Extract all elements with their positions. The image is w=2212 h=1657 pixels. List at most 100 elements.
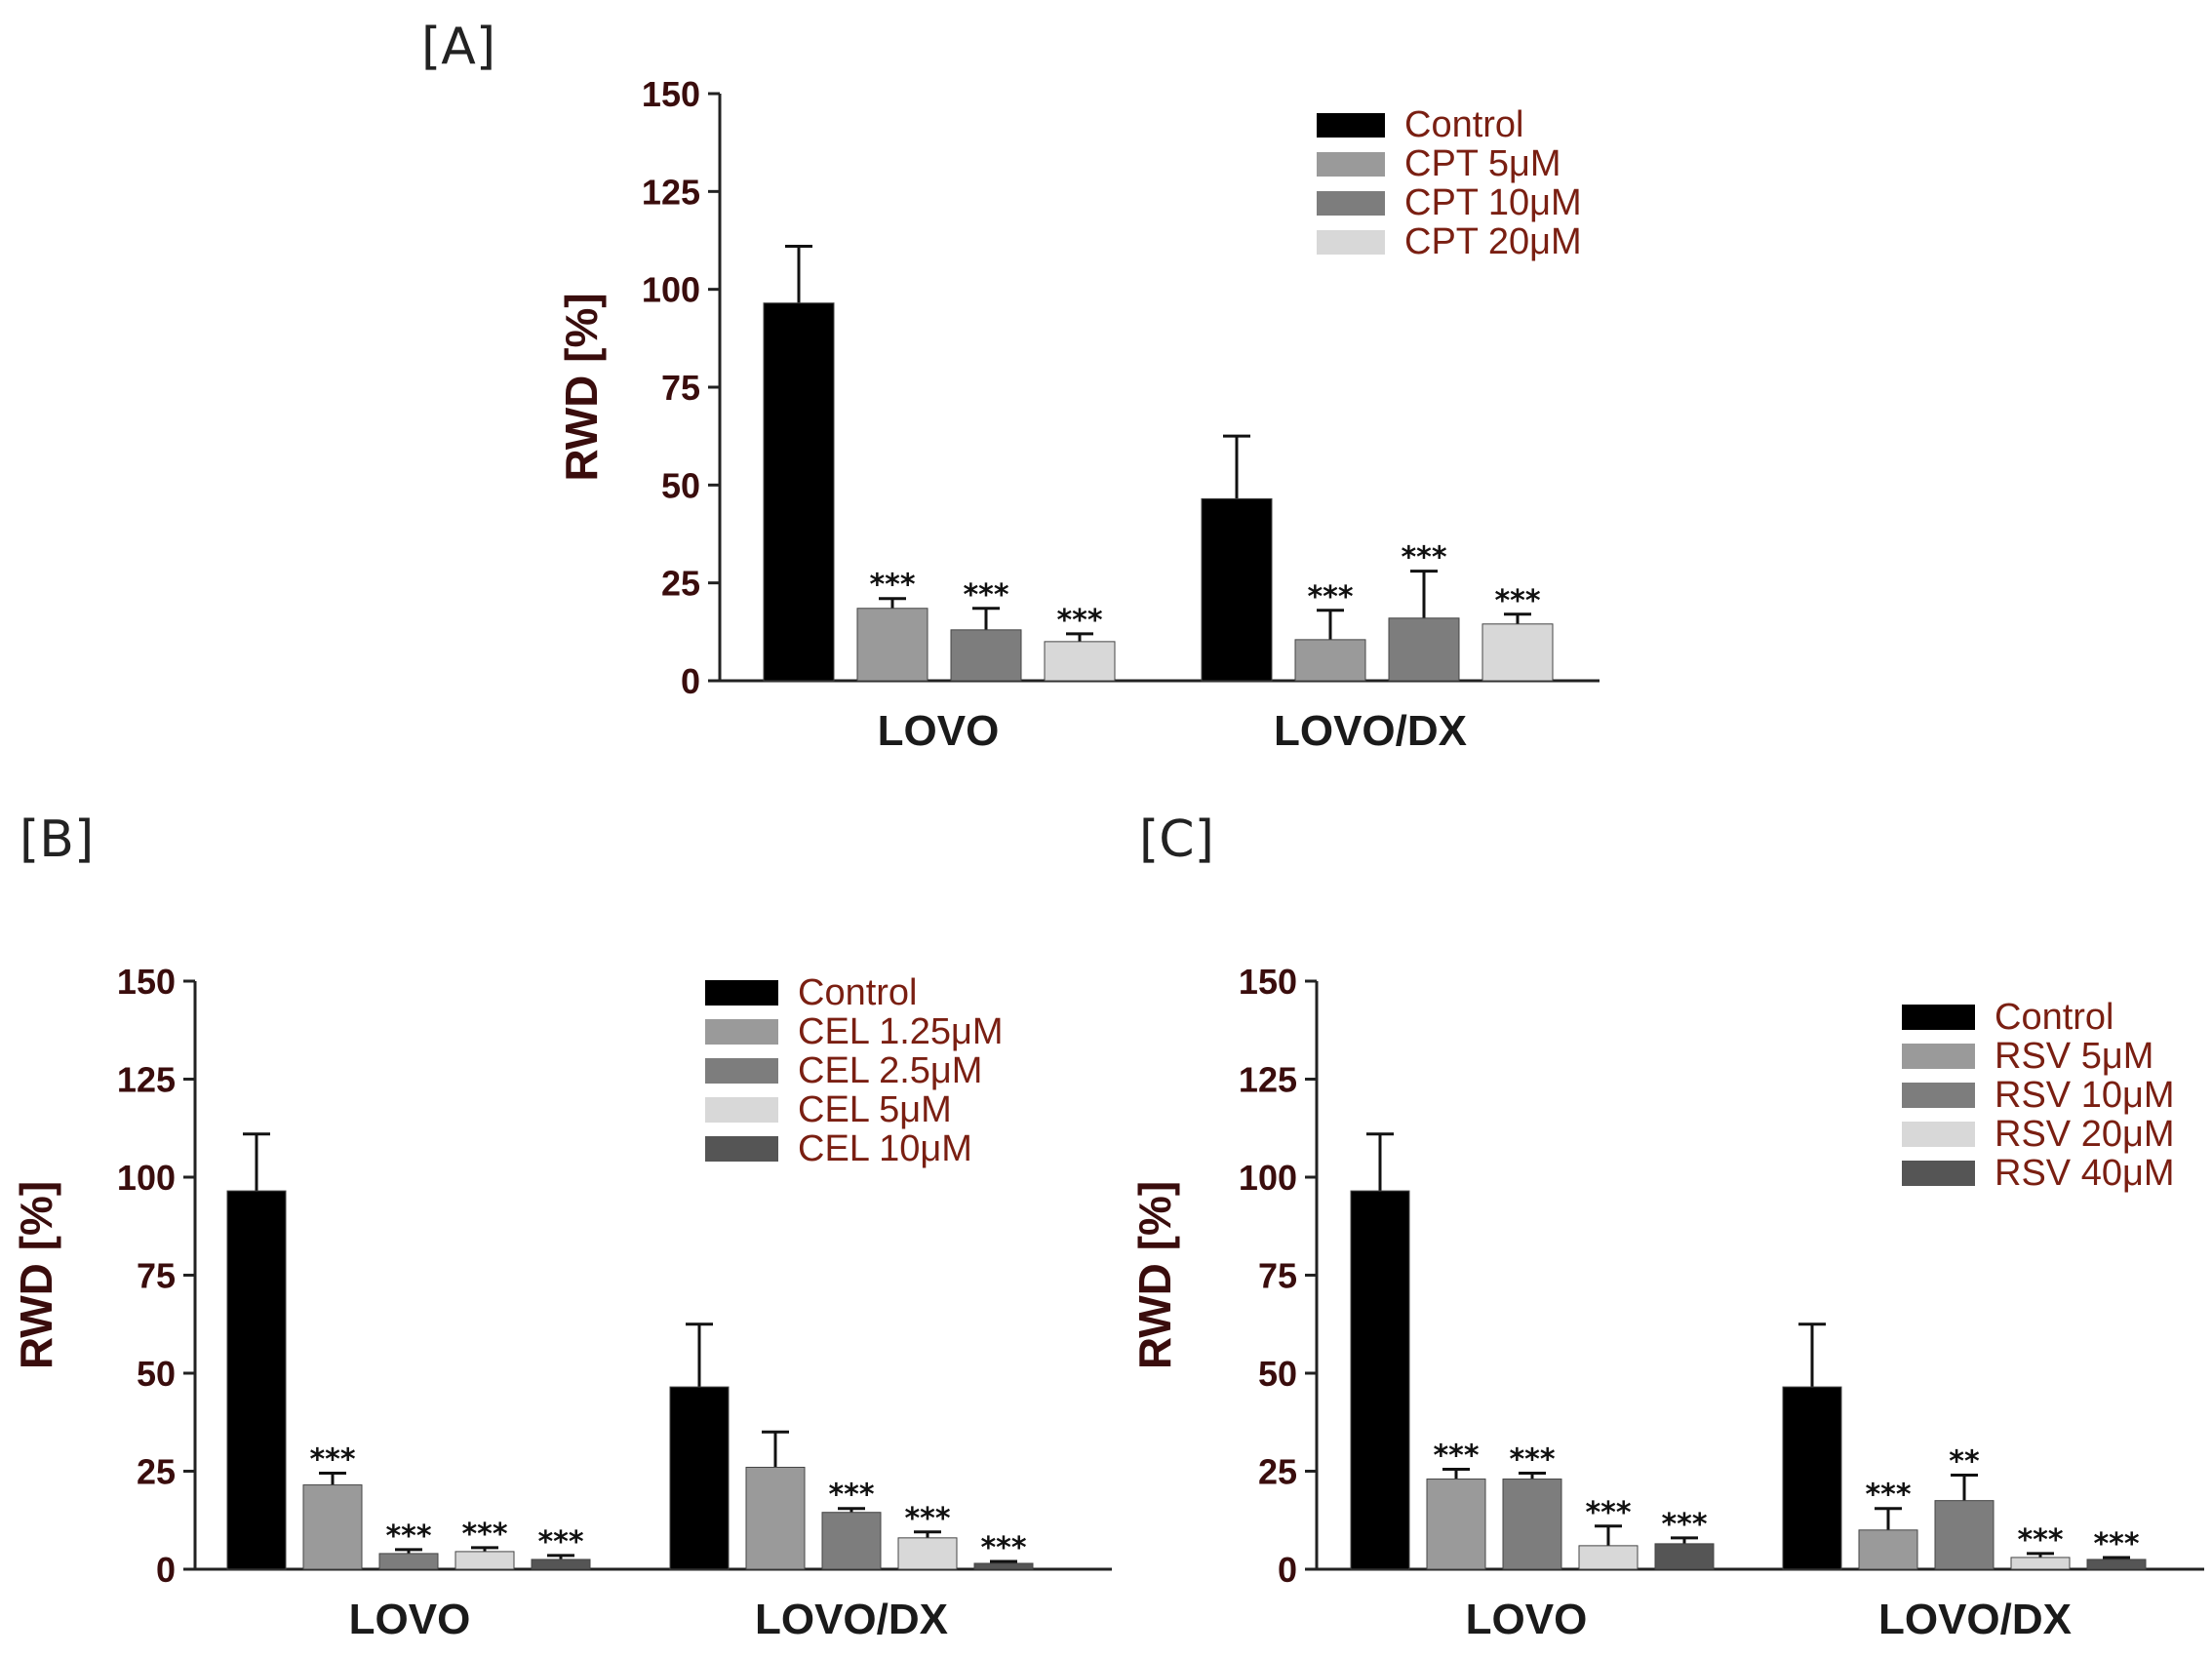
bar	[1934, 1500, 1995, 1570]
significance-label: ***	[2017, 1523, 2063, 1558]
bar	[1201, 497, 1273, 682]
legend-swatch	[1902, 1083, 1975, 1108]
bar	[226, 1190, 287, 1570]
y-tick-label: 0	[156, 1550, 176, 1590]
legend-swatch	[705, 1019, 778, 1045]
chart-panel-b: [B] 0 25 50 75 100 125 150 RWD [%] *** *** *** *** LO…	[11, 810, 1112, 1643]
significance-label: ***	[1307, 580, 1353, 614]
panel-label: [B]	[20, 810, 94, 869]
chart-panel-a: [A] 0 25 50 75 100 125 150 RWD [%] *** *** *** LOVO *…	[421, 18, 1600, 755]
significance-label: ***	[309, 1443, 355, 1478]
legend-label: RSV 20μM	[1995, 1114, 2175, 1155]
y-tick-label: 50	[137, 1354, 176, 1394]
legend-label: CPT 10μM	[1404, 182, 1582, 223]
legend-label: CEL 1.25μM	[798, 1011, 1004, 1052]
y-axis-title: RWD [%]	[556, 293, 607, 481]
significance-label: ***	[2093, 1527, 2139, 1561]
legend-label: CPT 20μM	[1404, 221, 1582, 262]
significance-label: ***	[1585, 1496, 1631, 1530]
y-tick-label: 125	[1239, 1060, 1297, 1100]
y-tick-label: 75	[1258, 1256, 1297, 1296]
y-tick-label: 125	[642, 172, 700, 212]
bar	[1481, 623, 1554, 682]
x-tick-label: LOVO/DX	[1878, 1596, 2072, 1643]
legend-swatch	[1902, 1005, 1975, 1030]
significance-label: ***	[1494, 584, 1540, 618]
legend-swatch	[1317, 113, 1385, 138]
y-tick-label: 100	[117, 1158, 176, 1198]
bar	[1426, 1479, 1486, 1570]
y-tick-label: 100	[1239, 1158, 1297, 1198]
legend-swatch	[1317, 152, 1385, 177]
y-tick-label: 50	[1258, 1354, 1297, 1394]
bar	[1782, 1386, 1842, 1570]
legend-label: RSV 10μM	[1995, 1075, 2175, 1116]
y-axis-title: RWD [%]	[1129, 1181, 1180, 1369]
legend-swatch	[705, 1136, 778, 1162]
y-tick-label: 150	[1239, 962, 1297, 1002]
significance-label: ***	[963, 578, 1008, 612]
y-tick-label: 150	[642, 74, 700, 114]
y-tick-label: 25	[661, 564, 700, 604]
y-tick-label: 0	[681, 661, 700, 701]
legend-label: Control	[798, 972, 918, 1013]
panel-label: [A]	[421, 18, 495, 76]
significance-label: ***	[828, 1479, 874, 1513]
significance-label: ***	[1509, 1443, 1555, 1478]
bar	[1654, 1543, 1715, 1570]
y-tick-label: 75	[661, 368, 700, 408]
x-tick-label: LOVO	[1466, 1596, 1588, 1643]
significance-label: ***	[869, 569, 915, 603]
significance-label: ***	[904, 1502, 950, 1536]
bar	[1578, 1545, 1639, 1570]
y-tick-label: 25	[1258, 1452, 1297, 1492]
bar	[669, 1386, 730, 1570]
legend-swatch	[1902, 1122, 1975, 1147]
legend-swatch	[1317, 191, 1385, 216]
bar	[973, 1562, 1034, 1570]
bar	[763, 302, 835, 682]
legend-swatch	[1902, 1044, 1975, 1069]
legend-label: CEL 2.5μM	[798, 1050, 982, 1091]
legend-swatch	[1317, 230, 1385, 255]
bar	[1350, 1190, 1410, 1570]
y-tick-label: 25	[137, 1452, 176, 1492]
legend-label: Control	[1404, 104, 1524, 145]
x-tick-label: LOVO/DX	[1274, 707, 1467, 755]
x-tick-label: LOVO/DX	[755, 1596, 948, 1643]
legend-swatch	[705, 1097, 778, 1123]
bar	[302, 1484, 363, 1570]
y-tick-label: 50	[661, 465, 700, 505]
bar	[897, 1537, 958, 1570]
bar	[1044, 641, 1116, 682]
legend-swatch	[1902, 1161, 1975, 1186]
y-tick-label: 125	[117, 1060, 176, 1100]
significance-label: ***	[980, 1531, 1026, 1565]
significance-label: ***	[1433, 1439, 1479, 1473]
bar	[531, 1558, 591, 1570]
x-tick-label: LOVO	[878, 707, 1000, 755]
significance-label: ***	[537, 1525, 583, 1559]
panel-label: [C]	[1139, 810, 1214, 869]
legend-label: CEL 10μM	[798, 1128, 972, 1169]
bar	[745, 1466, 806, 1570]
y-tick-label: 75	[137, 1256, 176, 1296]
bar	[378, 1553, 439, 1570]
y-tick-label: 100	[642, 270, 700, 310]
bar	[856, 608, 928, 682]
significance-label: ***	[1401, 541, 1446, 575]
bar	[2010, 1557, 2071, 1570]
y-tick-label: 0	[1278, 1550, 1297, 1590]
bar	[2086, 1558, 2147, 1570]
bar	[1294, 639, 1366, 682]
y-axis-title: RWD [%]	[11, 1181, 61, 1369]
legend-label: RSV 5μM	[1995, 1036, 2153, 1077]
significance-label: **	[1949, 1445, 1980, 1479]
bar	[950, 629, 1022, 682]
significance-label: ***	[1056, 604, 1102, 638]
legend-label: CPT 5μM	[1404, 143, 1561, 184]
